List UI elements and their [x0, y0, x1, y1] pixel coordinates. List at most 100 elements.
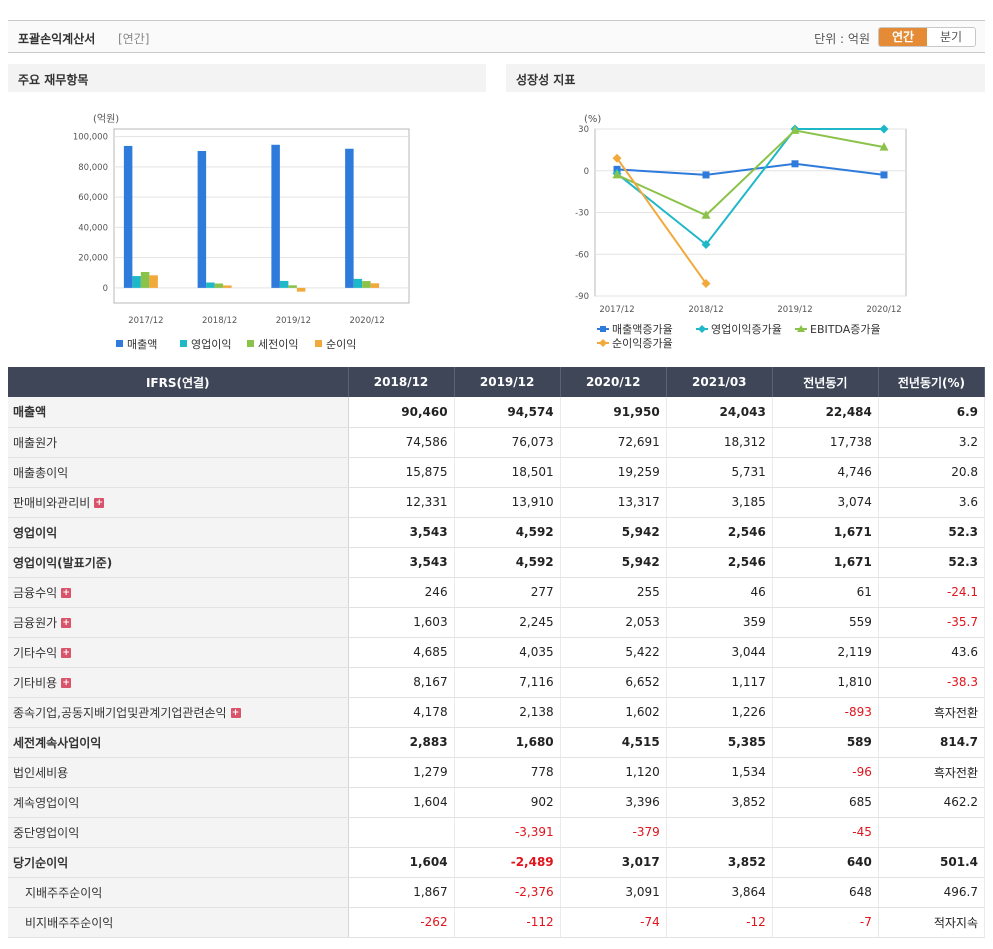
table-row: 매출총이익 15,875 18,501 19,259 5,731 4,746 20.8	[8, 457, 986, 488]
value-cell: 3.2	[878, 427, 986, 458]
row-label-cell: 기타수익 +	[8, 637, 349, 668]
value-cell: -262	[348, 907, 455, 938]
table-row: 금융원가 +1,603 2,245 2,053 359 559 -35.7	[8, 607, 986, 638]
value-cell: 13,317	[560, 487, 667, 518]
annual-tab[interactable]: 연간	[879, 28, 927, 46]
y-tick-label: 0	[103, 284, 108, 294]
row-label: 매출액	[13, 405, 47, 420]
row-label: 비지배주주순이익	[25, 915, 114, 930]
value-cell: 685	[772, 787, 879, 818]
value-cell: 2,119	[772, 637, 879, 668]
value-cell: -35.7	[878, 607, 986, 638]
row-label: 금융원가	[13, 615, 58, 630]
value-cell: 52.3	[878, 547, 986, 578]
y-tick-label: 0	[584, 167, 589, 177]
value-cell: 589	[772, 727, 879, 758]
value-cell: 61	[772, 577, 879, 608]
row-label-cell: 기타비용 +	[8, 667, 349, 698]
row-label-cell: 금융원가 +	[8, 607, 349, 638]
table-row: 영업이익 3,543 4,592 5,942 2,546 1,671 52.3	[8, 517, 986, 548]
value-cell: 462.2	[878, 787, 986, 818]
expand-plus-icon[interactable]: +	[61, 618, 72, 628]
value-cell: 1,680	[454, 727, 561, 758]
major-items-panel-title: 주요 재무항목	[8, 64, 486, 92]
growth-line-chart: (%)30 0 -30 -60 -90 2017/12 2018/12 2019/12 2020…	[575, 114, 907, 350]
value-cell: 12,331	[348, 487, 455, 518]
row-label: 매출총이익	[13, 465, 69, 480]
value-cell: 4,746	[772, 457, 879, 488]
legend-marker	[600, 326, 606, 332]
value-cell: 적자지속	[878, 907, 986, 938]
column-header: 전년동기(%)	[878, 367, 986, 397]
legend-swatch	[247, 340, 254, 347]
quarter-tab[interactable]: 분기	[927, 28, 975, 46]
period-tag: [연간]	[118, 32, 150, 46]
value-cell: -12	[666, 907, 773, 938]
bar-세전이익-2019/12	[288, 285, 297, 288]
value-cell: 3,543	[348, 517, 455, 548]
value-cell: 359	[666, 607, 773, 638]
value-cell: 4,592	[454, 517, 561, 548]
legend-label: 순이익	[326, 338, 356, 351]
value-cell: -2,489	[454, 847, 561, 878]
row-label-cell: 중단영업이익	[8, 817, 349, 848]
value-cell: 3,044	[666, 637, 773, 668]
value-cell: 3,864	[666, 877, 773, 908]
bar-매출액-2019/12	[271, 144, 280, 288]
expand-plus-icon[interactable]: +	[61, 588, 72, 598]
table-row: 계속영업이익 1,604 902 3,396 3,852 685 462.2	[8, 787, 986, 818]
y-tick-label: 100,000	[73, 133, 108, 143]
expand-plus-icon[interactable]: +	[61, 648, 72, 658]
x-tick-label: 2017/12	[599, 305, 634, 315]
statement-title: 포괄손익계산서	[18, 32, 96, 46]
expand-plus-icon[interactable]: +	[61, 678, 72, 688]
table-row: 매출원가 74,586 76,073 72,691 18,312 17,738 3.2	[8, 427, 986, 458]
value-cell: 52.3	[878, 517, 986, 548]
value-cell: 1,604	[348, 787, 455, 818]
value-cell: 5,942	[560, 547, 667, 578]
row-label: 중단영업이익	[13, 825, 80, 840]
y-tick-label: -60	[575, 250, 589, 260]
series-line-매출액증가율	[616, 162, 885, 176]
value-cell: 43.6	[878, 637, 986, 668]
value-cell: 5,731	[666, 457, 773, 488]
y-tick-label: 40,000	[78, 223, 108, 233]
statement-header: 포괄손익계산서 [연간] 단위 : 억원 연간 분기	[8, 20, 985, 53]
legend-marker	[797, 325, 805, 332]
column-header: 2018/12	[348, 367, 455, 397]
value-cell: -74	[560, 907, 667, 938]
expand-plus-icon[interactable]: +	[94, 498, 105, 508]
value-cell: 19,259	[560, 457, 667, 488]
x-tick-label: 2017/12	[128, 316, 163, 326]
value-cell: 18,312	[666, 427, 773, 458]
row-label-cell: 매출원가	[8, 427, 349, 458]
bar-순이익-2017/12	[149, 275, 158, 288]
row-label: 영업이익(발표기준)	[13, 555, 113, 570]
value-cell: 3,017	[560, 847, 667, 878]
row-label-cell: 금융수익 +	[8, 577, 349, 608]
row-label: 판매비와관리비	[13, 495, 91, 510]
point-EBITDA증가율	[701, 210, 711, 219]
series-line-EBITDA증가율	[616, 129, 885, 217]
row-label: 기타비용	[13, 675, 58, 690]
value-cell: 2,883	[348, 727, 455, 758]
value-cell: 20.8	[878, 457, 986, 488]
value-cell: 3,074	[772, 487, 879, 518]
value-cell: 1,603	[348, 607, 455, 638]
row-label: 기타수익	[13, 645, 58, 660]
row-label-cell: 비지배주주순이익	[8, 907, 349, 938]
row-label-cell: 법인세비용	[8, 757, 349, 788]
value-cell: 1,604	[348, 847, 455, 878]
expand-plus-icon[interactable]: +	[230, 708, 241, 718]
bar-영업이익-2020/12	[353, 278, 363, 288]
column-header: 전년동기	[772, 367, 879, 397]
value-cell: 3,091	[560, 877, 667, 908]
value-cell: 3,543	[348, 547, 455, 578]
row-label-cell: 매출액	[8, 397, 349, 428]
value-cell: 흑자전환	[878, 697, 986, 728]
value-cell: 5,385	[666, 727, 773, 758]
point-영업이익증가율	[701, 240, 711, 250]
value-cell: 18,501	[454, 457, 561, 488]
row-label: 종속기업,공동지배기업및관계기업관련손익	[13, 705, 227, 720]
row-label: 영업이익	[13, 525, 58, 540]
